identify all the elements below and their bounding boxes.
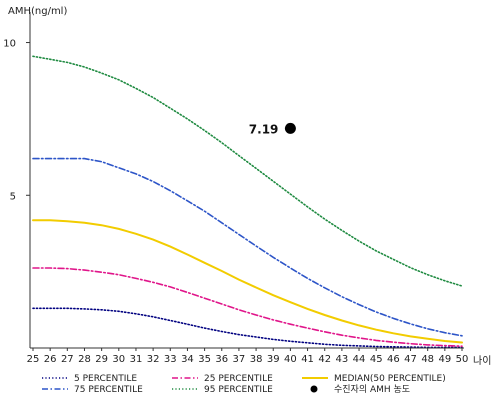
- series-line-5-percentile: [32, 307, 463, 349]
- x-tick-label: 26: [44, 354, 57, 365]
- x-tick-label: 50: [456, 354, 469, 365]
- x-tick-label: 28: [78, 354, 91, 365]
- x-tick-label: 49: [438, 354, 451, 365]
- legend-label-25-percentile: 25 PERCENTILE: [204, 374, 273, 384]
- series-line-95-percentile: [32, 55, 463, 287]
- legend: 5 PERCENTILE 25 PERCENTILE MEDIAN(50 PERCE…: [42, 374, 446, 395]
- x-tick-label: 32: [147, 354, 160, 365]
- x-tick-label: 34: [181, 354, 194, 365]
- legend-label-95-percentile: 95 PERCENTILE: [204, 385, 273, 395]
- legend-label-median-50-percentile: MEDIAN(50 PERCENTILE): [334, 374, 446, 384]
- y-tick-label: 5: [10, 191, 16, 202]
- x-tick-label: 45: [370, 354, 383, 365]
- x-tick-label: 42: [318, 354, 331, 365]
- x-tick-label: 33: [164, 354, 177, 365]
- x-tick-label: 43: [336, 354, 349, 365]
- x-tick-label: 44: [353, 354, 366, 365]
- x-tick-label: 35: [198, 354, 211, 365]
- x-tick-label: 37: [233, 354, 246, 365]
- x-tick-label: 30: [112, 354, 125, 365]
- x-tick-label: 48: [421, 354, 434, 365]
- y-tick-label: 10: [3, 39, 16, 50]
- legend-label-5-percentile: 5 PERCENTILE: [74, 374, 137, 384]
- x-tick-label: 31: [130, 354, 143, 365]
- x-tick-label: 47: [404, 354, 417, 365]
- x-tick-label: 38: [250, 354, 263, 365]
- legend-label-amh: 수진자의 AMH 농도: [334, 384, 410, 395]
- y-axis-title: AMH(ng/ml): [8, 6, 67, 17]
- patient-amh-marker: [284, 122, 296, 134]
- patient-marker-group: 7.19: [249, 122, 296, 136]
- series-line-25-percentile: [32, 267, 463, 348]
- axes: AMH(ng/ml) 나이 5 10 25 26 27 28 29 30 31 32 33 34 35 3…: [3, 6, 491, 367]
- x-tick-label: 40: [284, 354, 297, 365]
- series-lines: [32, 55, 463, 349]
- x-tick-label: 46: [387, 354, 400, 365]
- x-axis-title: 나이: [473, 355, 491, 367]
- series-line-median-50-percentile: [32, 219, 463, 344]
- x-tick-label: 36: [215, 354, 228, 365]
- legend-swatch-marker: [310, 385, 318, 393]
- x-tick-label: 27: [61, 354, 74, 365]
- x-tick-label: 29: [95, 354, 108, 365]
- x-tick-label: 39: [267, 354, 280, 365]
- series-line-75-percentile: [32, 157, 463, 337]
- patient-amh-value-label: 7.19: [249, 122, 279, 136]
- x-tick-label: 41: [301, 354, 314, 365]
- x-tick-label: 25: [27, 354, 40, 365]
- legend-label-75-percentile: 75 PERCENTILE: [74, 385, 143, 395]
